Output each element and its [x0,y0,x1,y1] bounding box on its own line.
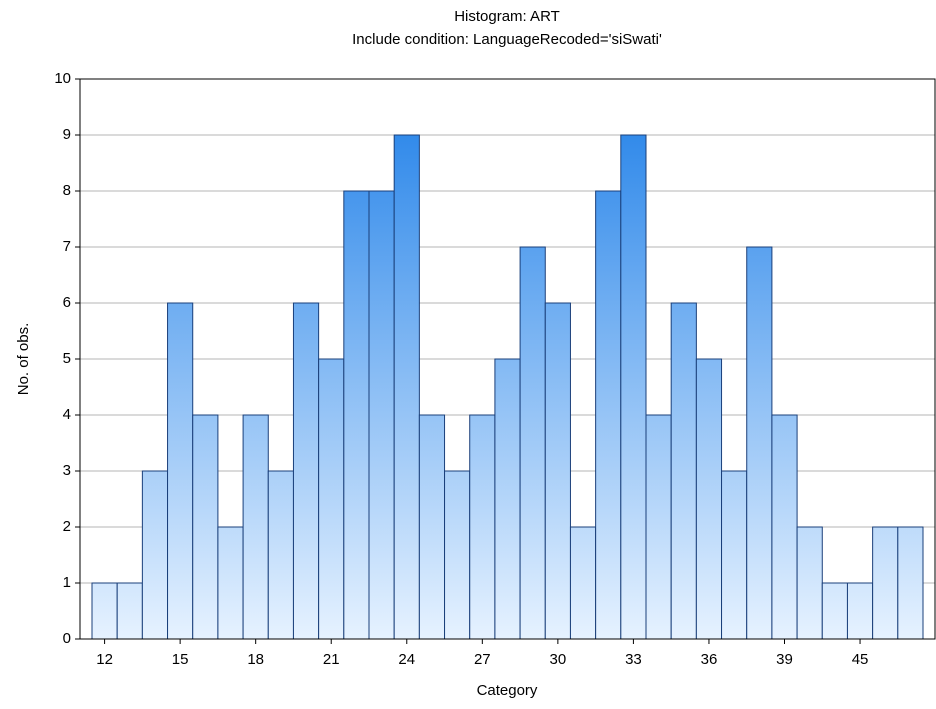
y-tick-label: 5 [63,350,71,367]
y-tick-label: 8 [63,182,71,199]
bar [519,246,546,640]
bar [141,470,169,640]
bars [91,134,924,640]
x-tick-label: 18 [247,651,264,668]
x-tick-label: 33 [625,651,642,668]
bar [267,470,294,640]
y-tick-label: 2 [63,518,71,535]
x-tick-label: 15 [172,651,189,668]
bar [796,526,823,640]
x-tick-label: 12 [96,651,113,668]
y-tick-label: 10 [54,70,71,87]
bar [721,470,748,640]
y-axis-label: No. of obs. [15,323,32,396]
bar [368,190,395,640]
y-tick-label: 1 [63,574,71,591]
bar [469,414,496,640]
bar [192,414,219,640]
bar [897,526,924,640]
bar [91,582,118,640]
bar [620,134,647,640]
bar [872,526,899,640]
y-tick-label: 6 [63,294,71,311]
plot-frame [79,78,936,640]
bar [595,190,622,640]
chart-subtitle: Include condition: LanguageRecoded='siSw… [352,31,662,48]
x-tick-label: 36 [701,651,718,668]
x-tick-label: 24 [398,651,415,668]
bar [167,302,194,640]
x-tick-label: 45 [852,651,869,668]
bar [242,414,269,640]
x-tick-label: 21 [323,651,340,668]
bar [544,302,571,640]
bar [746,246,773,640]
bar [444,470,471,640]
bar [292,302,320,640]
bar [217,526,244,640]
x-tick-label: 30 [550,651,567,668]
bar [569,526,597,640]
bar [695,358,723,640]
bar [393,134,420,640]
bar [343,190,370,640]
bar [771,414,798,640]
bar [494,358,521,640]
bar [116,582,143,640]
bar [418,414,446,640]
x-axis-label: Category [477,682,538,699]
x-tick-label: 27 [474,651,491,668]
y-tick-label: 7 [63,238,71,255]
bar [821,582,848,640]
bar [670,302,697,640]
bar [846,582,874,640]
bar [645,414,672,640]
y-tick-label: 9 [63,126,71,143]
x-tick-label: 39 [776,651,793,668]
y-tick-label: 4 [63,406,71,423]
y-tick-label: 3 [63,462,71,479]
chart-title: Histogram: ART [454,8,560,25]
bar [318,358,345,640]
y-tick-label: 0 [63,630,71,647]
